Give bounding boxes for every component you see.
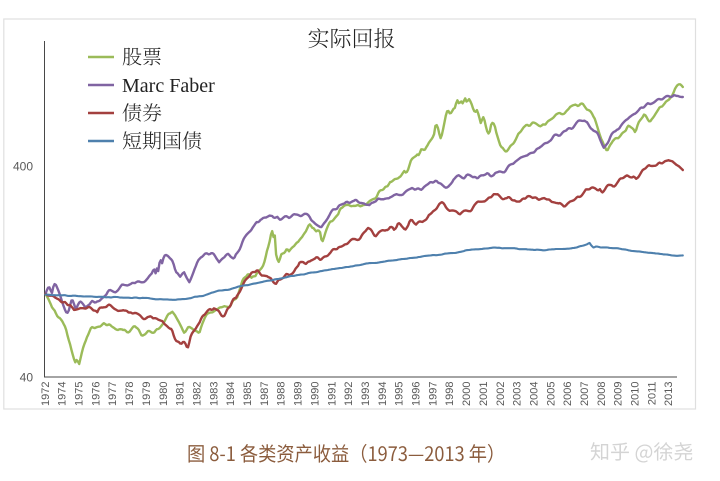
svg-text:2013: 2013 [663,382,675,406]
svg-text:1978: 1978 [124,382,136,406]
svg-text:1990: 1990 [309,382,321,406]
svg-text:1993: 1993 [360,382,372,406]
svg-text:1992: 1992 [343,382,355,406]
svg-text:2007: 2007 [579,382,591,406]
svg-text:1985: 1985 [242,382,254,406]
svg-text:1972: 1972 [40,382,52,406]
svg-text:1982: 1982 [191,382,203,406]
svg-text:Marc Faber: Marc Faber [122,75,215,97]
svg-text:1974: 1974 [57,382,69,406]
svg-text:40: 40 [20,371,34,385]
svg-text:1983: 1983 [208,382,220,406]
svg-text:2004: 2004 [529,382,541,406]
svg-text:1977: 1977 [107,382,119,406]
svg-text:1998: 1998 [444,382,456,406]
svg-text:2010: 2010 [630,382,642,406]
svg-text:2008: 2008 [596,382,608,406]
svg-text:1976: 1976 [90,382,102,406]
svg-text:2009: 2009 [613,382,625,406]
svg-text:1981: 1981 [175,382,187,406]
svg-text:1995: 1995 [394,382,406,406]
svg-text:2003: 2003 [512,382,524,406]
svg-text:2011: 2011 [646,382,658,406]
svg-text:1991: 1991 [326,382,338,406]
svg-text:1979: 1979 [141,382,153,406]
svg-text:1988: 1988 [276,382,288,406]
svg-text:2006: 2006 [562,382,574,406]
svg-text:2002: 2002 [495,382,507,406]
svg-text:2005: 2005 [545,382,557,406]
svg-text:2000: 2000 [461,382,473,406]
svg-text:2001: 2001 [478,382,490,406]
svg-text:1989: 1989 [293,382,305,406]
svg-text:1997: 1997 [427,382,439,406]
svg-text:1994: 1994 [377,382,389,406]
svg-text:1984: 1984 [225,382,237,406]
svg-text:1996: 1996 [411,382,423,406]
svg-text:1980: 1980 [158,382,170,406]
svg-text:1987: 1987 [259,382,271,406]
svg-text:1975: 1975 [74,382,86,406]
svg-text:400: 400 [13,160,33,174]
